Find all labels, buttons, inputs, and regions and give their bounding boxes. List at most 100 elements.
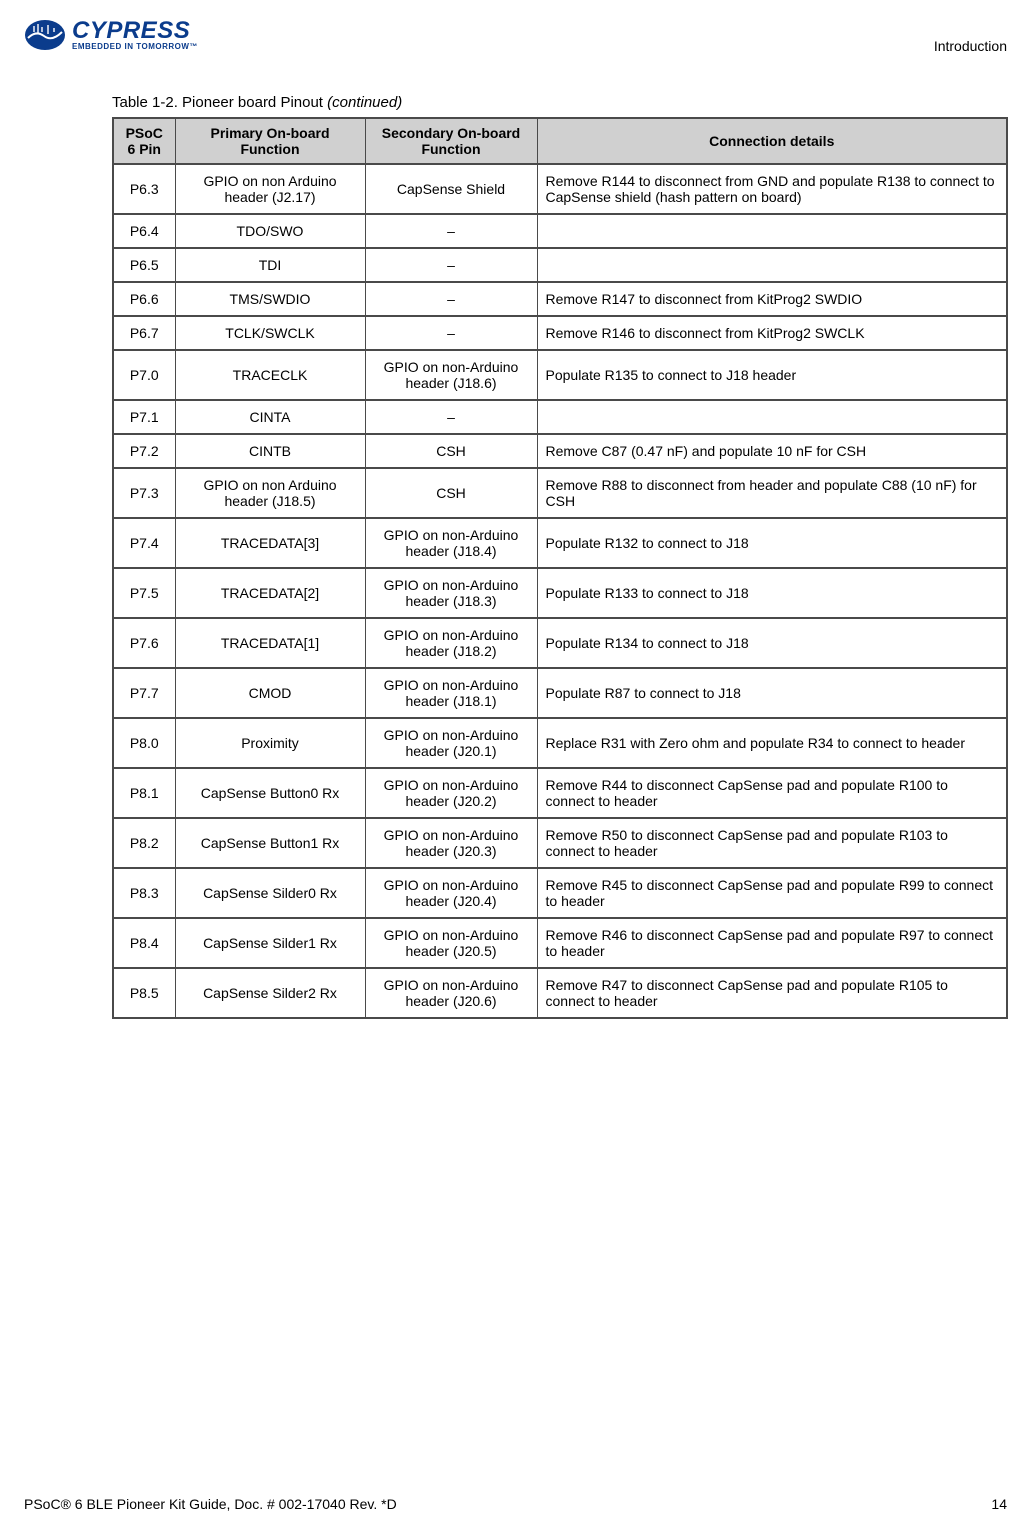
- table-row: P7.3GPIO on non Arduino header (J18.5)CS…: [113, 468, 1007, 518]
- table-cell: P7.2: [113, 434, 175, 468]
- table-cell: CapSense Button1 Rx: [175, 818, 365, 868]
- table-cell: Remove R144 to disconnect from GND and p…: [537, 164, 1007, 214]
- table-cell: GPIO on non-Arduino header (J20.4): [365, 868, 537, 918]
- table-cell: [537, 214, 1007, 248]
- table-cell: GPIO on non-Arduino header (J18.3): [365, 568, 537, 618]
- table-cell: Remove R45 to disconnect CapSense pad an…: [537, 868, 1007, 918]
- table-cell: Populate R135 to connect to J18 header: [537, 350, 1007, 400]
- table-row: P6.5TDI–: [113, 248, 1007, 282]
- table-cell: Replace R31 with Zero ohm and populate R…: [537, 718, 1007, 768]
- table-row: P7.1CINTA–: [113, 400, 1007, 434]
- table-row: P8.5CapSense Silder2 RxGPIO on non-Ardui…: [113, 968, 1007, 1018]
- col-header-pin: PSoC 6 Pin: [113, 118, 175, 164]
- table-cell: [537, 400, 1007, 434]
- table-cell: TRACEDATA[3]: [175, 518, 365, 568]
- table-cell: P8.5: [113, 968, 175, 1018]
- table-cell: P7.5: [113, 568, 175, 618]
- table-caption: Table 1-2. Pioneer board Pinout (continu…: [112, 94, 1007, 111]
- table-cell: –: [365, 316, 537, 350]
- table-cell: Remove R47 to disconnect CapSense pad an…: [537, 968, 1007, 1018]
- table-row: P7.6TRACEDATA[1]GPIO on non-Arduino head…: [113, 618, 1007, 668]
- table-cell: GPIO on non-Arduino header (J20.5): [365, 918, 537, 968]
- table-cell: P7.4: [113, 518, 175, 568]
- table-cell: Remove R88 to disconnect from header and…: [537, 468, 1007, 518]
- table-cell: CMOD: [175, 668, 365, 718]
- table-cell: Proximity: [175, 718, 365, 768]
- page-footer: PSoC® 6 BLE Pioneer Kit Guide, Doc. # 00…: [24, 1496, 1007, 1512]
- table-row: P6.6TMS/SWDIO–Remove R147 to disconnect …: [113, 282, 1007, 316]
- table-cell: TMS/SWDIO: [175, 282, 365, 316]
- table-cell: P7.6: [113, 618, 175, 668]
- table-cell: CSH: [365, 468, 537, 518]
- table-cell: GPIO on non-Arduino header (J18.2): [365, 618, 537, 668]
- table-cell: CapSense Silder2 Rx: [175, 968, 365, 1018]
- table-cell: Remove R50 to disconnect CapSense pad an…: [537, 818, 1007, 868]
- table-cell: GPIO on non Arduino header (J2.17): [175, 164, 365, 214]
- page-header: CYPRESS EMBEDDED IN TOMORROW™ Introducti…: [24, 18, 1007, 54]
- table-cell: P8.2: [113, 818, 175, 868]
- table-cell: P6.7: [113, 316, 175, 350]
- table-cell: TDO/SWO: [175, 214, 365, 248]
- logo-icon: [24, 18, 66, 52]
- table-row: P8.4CapSense Silder1 RxGPIO on non-Ardui…: [113, 918, 1007, 968]
- table-cell: CapSense Silder1 Rx: [175, 918, 365, 968]
- table-cell: Populate R132 to connect to J18: [537, 518, 1007, 568]
- table-cell: P8.1: [113, 768, 175, 818]
- logo-text: CYPRESS EMBEDDED IN TOMORROW™: [72, 19, 198, 51]
- table-cell: CapSense Button0 Rx: [175, 768, 365, 818]
- caption-prefix: Table 1-2. Pioneer board Pinout: [112, 94, 327, 111]
- table-cell: TDI: [175, 248, 365, 282]
- table-row: P6.4TDO/SWO–: [113, 214, 1007, 248]
- table-cell: P8.3: [113, 868, 175, 918]
- table-cell: Remove R147 to disconnect from KitProg2 …: [537, 282, 1007, 316]
- table-row: P7.0TRACECLKGPIO on non-Arduino header (…: [113, 350, 1007, 400]
- table-cell: [537, 248, 1007, 282]
- table-cell: GPIO on non-Arduino header (J20.1): [365, 718, 537, 768]
- table-cell: GPIO on non Arduino header (J18.5): [175, 468, 365, 518]
- table-row: P7.5TRACEDATA[2]GPIO on non-Arduino head…: [113, 568, 1007, 618]
- table-cell: Remove R146 to disconnect from KitProg2 …: [537, 316, 1007, 350]
- table-cell: GPIO on non-Arduino header (J20.3): [365, 818, 537, 868]
- table-row: P8.3CapSense Silder0 RxGPIO on non-Ardui…: [113, 868, 1007, 918]
- table-cell: Populate R134 to connect to J18: [537, 618, 1007, 668]
- caption-suffix: (continued): [327, 94, 402, 111]
- table-cell: P7.1: [113, 400, 175, 434]
- table-row: P7.2CINTBCSHRemove C87 (0.47 nF) and pop…: [113, 434, 1007, 468]
- table-header-row: PSoC 6 Pin Primary On-board Function Sec…: [113, 118, 1007, 164]
- brand-tagline: EMBEDDED IN TOMORROW™: [72, 43, 198, 51]
- table-cell: GPIO on non-Arduino header (J20.6): [365, 968, 537, 1018]
- table-cell: TRACEDATA[1]: [175, 618, 365, 668]
- col-header-primary: Primary On-board Function: [175, 118, 365, 164]
- table-cell: P8.0: [113, 718, 175, 768]
- table-cell: CapSense Silder0 Rx: [175, 868, 365, 918]
- table-cell: P6.4: [113, 214, 175, 248]
- table-row: P7.4TRACEDATA[3]GPIO on non-Arduino head…: [113, 518, 1007, 568]
- table-cell: –: [365, 282, 537, 316]
- pinout-table: PSoC 6 Pin Primary On-board Function Sec…: [112, 117, 1008, 1019]
- table-cell: Populate R133 to connect to J18: [537, 568, 1007, 618]
- table-cell: P6.6: [113, 282, 175, 316]
- footer-doc-id: PSoC® 6 BLE Pioneer Kit Guide, Doc. # 00…: [24, 1496, 397, 1512]
- table-row: P7.7CMODGPIO on non-Arduino header (J18.…: [113, 668, 1007, 718]
- table-cell: Populate R87 to connect to J18: [537, 668, 1007, 718]
- table-cell: Remove R44 to disconnect CapSense pad an…: [537, 768, 1007, 818]
- table-cell: P6.3: [113, 164, 175, 214]
- col-header-connection: Connection details: [537, 118, 1007, 164]
- table-cell: GPIO on non-Arduino header (J18.4): [365, 518, 537, 568]
- table-cell: –: [365, 400, 537, 434]
- table-cell: GPIO on non-Arduino header (J18.6): [365, 350, 537, 400]
- brand-name: CYPRESS: [72, 19, 198, 43]
- table-cell: TRACEDATA[2]: [175, 568, 365, 618]
- table-cell: GPIO on non-Arduino header (J18.1): [365, 668, 537, 718]
- table-cell: CINTA: [175, 400, 365, 434]
- table-cell: GPIO on non-Arduino header (J20.2): [365, 768, 537, 818]
- col-header-secondary: Secondary On-board Function: [365, 118, 537, 164]
- table-cell: –: [365, 248, 537, 282]
- section-name: Introduction: [934, 18, 1007, 54]
- brand-logo: CYPRESS EMBEDDED IN TOMORROW™: [24, 18, 198, 52]
- table-cell: P7.0: [113, 350, 175, 400]
- table-row: P8.2CapSense Button1 RxGPIO on non-Ardui…: [113, 818, 1007, 868]
- table-body: P6.3GPIO on non Arduino header (J2.17) Ca…: [113, 164, 1007, 1018]
- table-row: P6.7TCLK/SWCLK–Remove R146 to disconnect…: [113, 316, 1007, 350]
- table-cell: CSH: [365, 434, 537, 468]
